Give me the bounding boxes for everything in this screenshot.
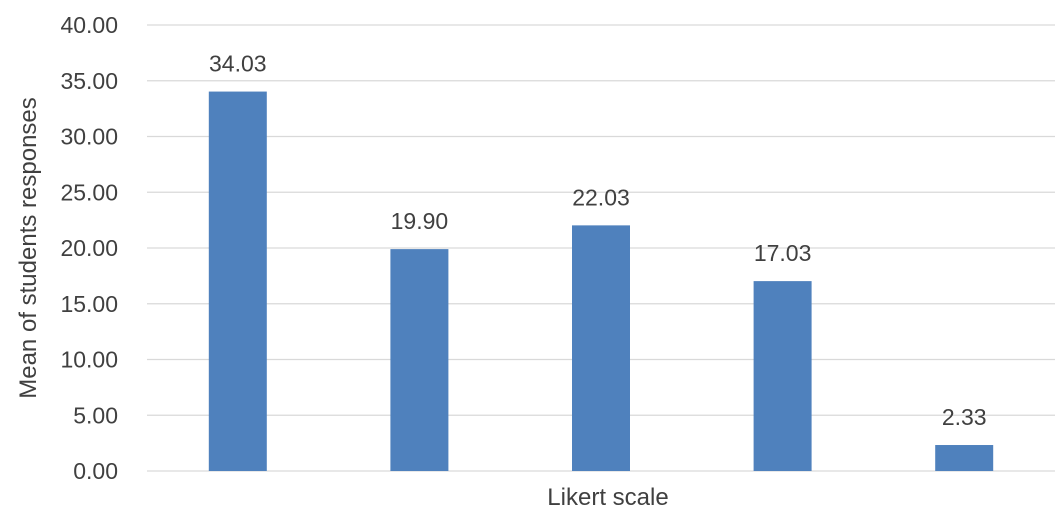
y-tick-label: 5.00 bbox=[73, 402, 118, 428]
y-axis-tick-labels: 0.00 5.00 10.00 15.00 20.00 25.00 30.00 35.00 40… bbox=[60, 12, 118, 484]
bar bbox=[390, 249, 449, 471]
bar-value-label: 17.03 bbox=[754, 240, 812, 266]
y-tick-label: 15.00 bbox=[60, 291, 118, 317]
y-tick-label: 35.00 bbox=[60, 68, 118, 94]
y-tick-label: 20.00 bbox=[60, 235, 118, 261]
bar bbox=[208, 91, 267, 472]
bar bbox=[572, 225, 630, 471]
y-tick-label: 0.00 bbox=[73, 458, 118, 484]
bars bbox=[208, 91, 994, 472]
y-tick-label: 25.00 bbox=[60, 179, 118, 205]
y-axis-title: Mean of students responses bbox=[15, 97, 42, 399]
bar-value-label: 19.90 bbox=[391, 208, 449, 234]
y-tick-label: 30.00 bbox=[60, 124, 118, 150]
bar-value-label: 2.33 bbox=[942, 404, 987, 430]
y-tick-label: 40.00 bbox=[60, 12, 118, 38]
x-axis-title: Likert scale bbox=[547, 484, 668, 509]
bar bbox=[753, 281, 812, 471]
bar-value-label: 34.03 bbox=[209, 51, 267, 77]
bar-value-label: 22.03 bbox=[572, 184, 630, 210]
y-tick-label: 10.00 bbox=[60, 347, 118, 373]
bar bbox=[935, 445, 994, 471]
data-labels: 34.03 19.90 22.03 17.03 2.33 bbox=[209, 51, 987, 430]
